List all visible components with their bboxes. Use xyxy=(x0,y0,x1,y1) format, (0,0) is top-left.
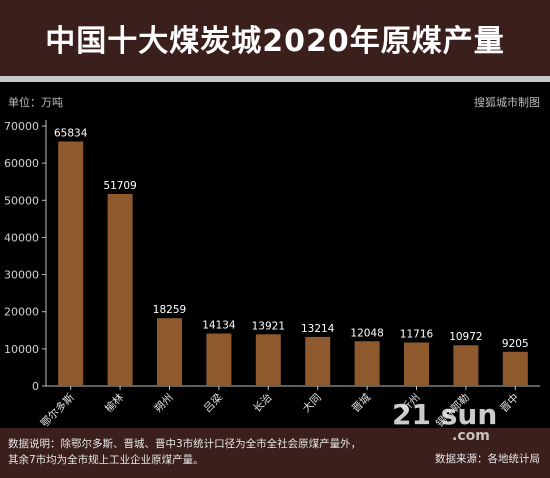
x-tick-label: 朔州 xyxy=(152,391,176,415)
unit-label: 单位：万吨 xyxy=(8,96,63,109)
data-label: 13214 xyxy=(301,323,335,335)
y-tick-label: 10000 xyxy=(4,343,39,356)
data-label: 9205 xyxy=(502,338,529,350)
bar xyxy=(502,351,528,386)
y-tick-label: 30000 xyxy=(4,269,39,282)
bar-chart: 0 10000 20000 30000 40000 50000 60000 70000 6583… xyxy=(4,120,540,428)
watermark-sub: .com xyxy=(452,428,490,444)
credit-label: 搜狐城市制图 xyxy=(474,96,540,109)
watermark-text: 21 sun xyxy=(392,398,498,431)
bar xyxy=(157,318,182,386)
data-label: 10972 xyxy=(449,331,482,343)
data-source: 数据来源：各地统计局 xyxy=(435,453,540,465)
chart-title: 中国十大煤炭城2020年原煤产量 xyxy=(45,24,505,59)
data-label: 12048 xyxy=(350,327,383,339)
bar xyxy=(453,345,479,386)
data-label: 18259 xyxy=(153,304,186,316)
x-tick-label: 晋中 xyxy=(497,391,521,415)
bar xyxy=(305,336,331,386)
bar xyxy=(58,141,84,386)
y-tick-label: 70000 xyxy=(4,120,39,133)
data-label: 65834 xyxy=(54,127,88,139)
bar xyxy=(255,334,281,386)
y-tick-label: 20000 xyxy=(4,306,39,319)
bar xyxy=(206,333,232,386)
y-tick-label: 60000 xyxy=(4,157,39,170)
data-label: 14134 xyxy=(202,320,236,332)
x-tick-label: 榆林 xyxy=(102,391,126,415)
y-tick-label: 0 xyxy=(32,380,39,393)
data-label: 11716 xyxy=(400,328,434,340)
bar xyxy=(404,342,429,386)
y-tick-label: 40000 xyxy=(4,231,39,244)
data-note: 数据说明：除鄂尔多斯、晋城、晋中3市统计口径为全市全社会原煤产量外，其余7市均为… xyxy=(8,438,362,466)
data-label: 13921 xyxy=(252,320,285,332)
watermark-logo: 21 sun .com xyxy=(392,398,498,444)
x-tick-label: 鄂尔多斯 xyxy=(38,391,77,428)
x-tick-label: 吕梁 xyxy=(201,391,225,415)
y-tick-label: 50000 xyxy=(4,194,39,207)
data-label: 51709 xyxy=(103,180,136,192)
x-tick-label: 长治 xyxy=(250,391,274,415)
footnote-band: 数据说明：除鄂尔多斯、晋城、晋中3市统计口径为全市全社会原煤产量外，其余7市均为… xyxy=(0,428,550,478)
title-bar: 中国十大煤炭城2020年原煤产量 xyxy=(0,0,550,82)
bar xyxy=(354,341,380,386)
bar xyxy=(107,193,133,386)
x-tick-label: 大同 xyxy=(300,391,324,415)
x-tick-label: 晋城 xyxy=(350,391,374,415)
